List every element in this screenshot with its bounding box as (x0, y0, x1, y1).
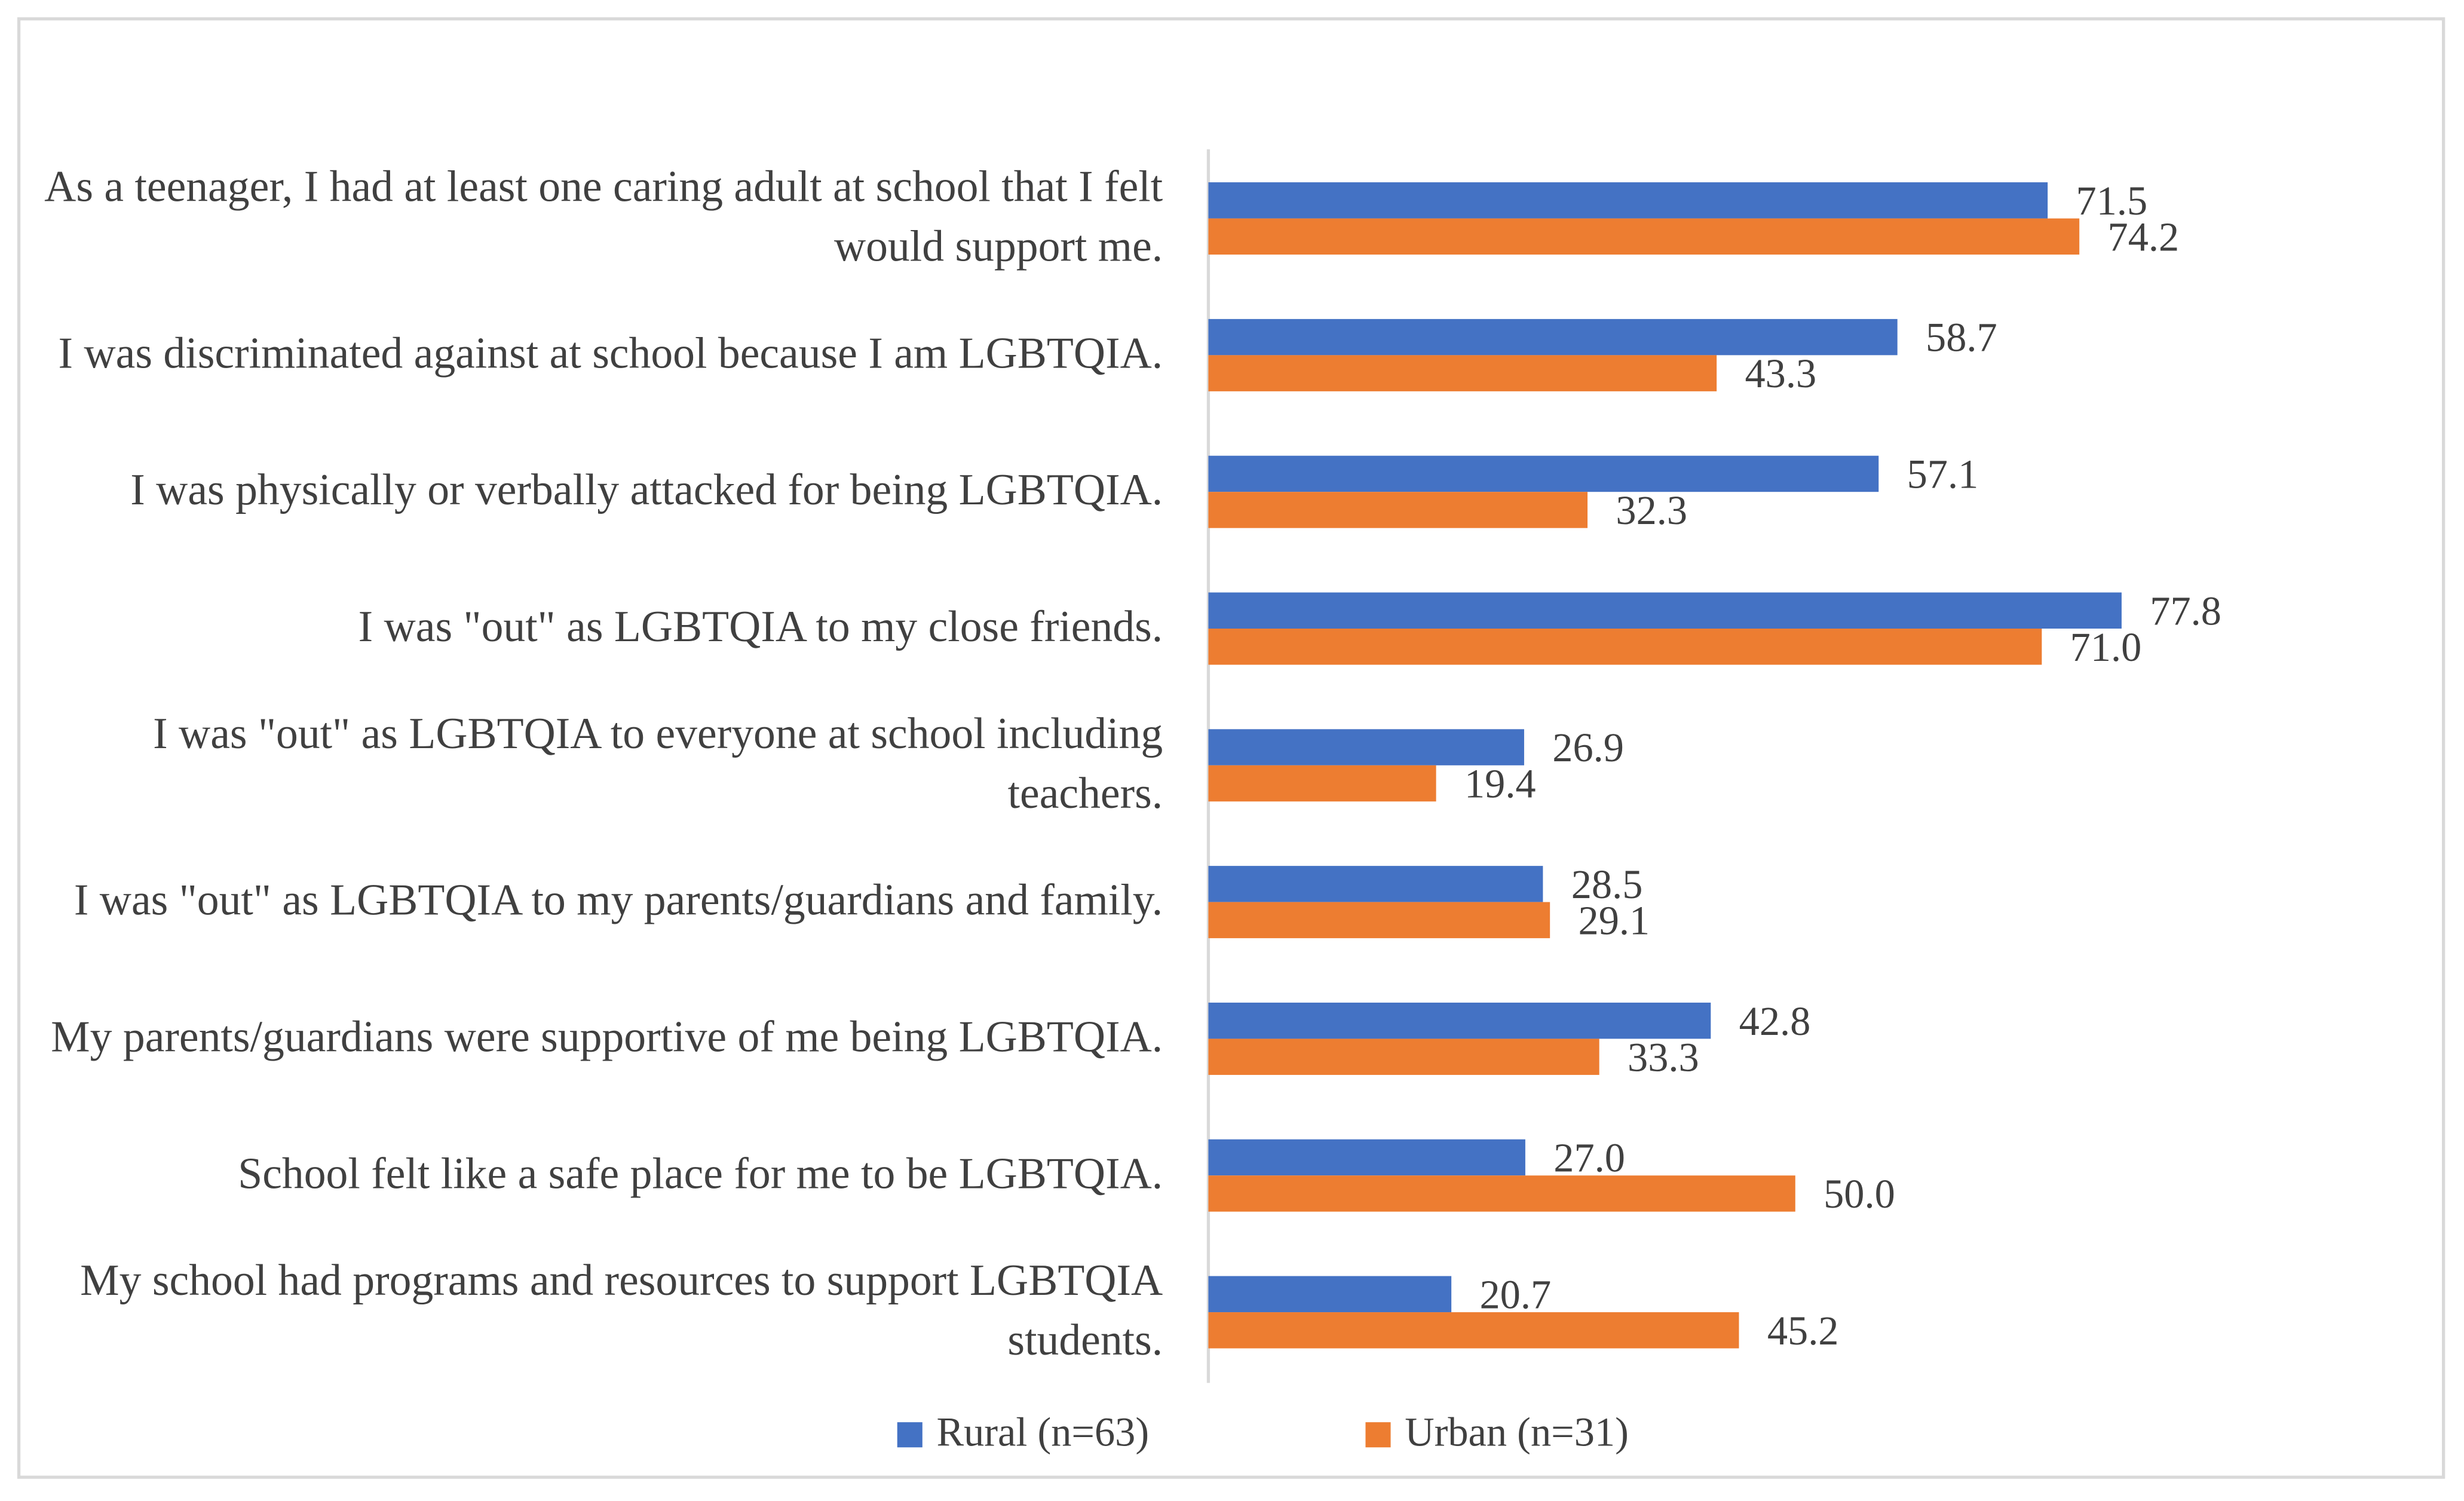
bar (1208, 592, 2122, 629)
bar (1208, 1002, 1711, 1039)
bar (1208, 765, 1436, 802)
category-label: I was physically or verbally attacked fo… (130, 467, 1163, 516)
legend-swatch (1365, 1422, 1391, 1448)
bar (1208, 355, 1717, 391)
data-label: 57.1 (1907, 452, 1979, 497)
bar (1208, 629, 2042, 665)
data-label: 33.3 (1628, 1034, 1699, 1080)
bar (1208, 1312, 1739, 1349)
category-label: I was discriminated against at school be… (58, 330, 1163, 379)
bar (1208, 492, 1588, 528)
bar (1208, 902, 1550, 939)
bar (1208, 318, 1898, 356)
bar (1208, 866, 1543, 902)
category-label: School felt like a safe place for me to … (238, 1150, 1163, 1199)
bar (1208, 729, 1524, 765)
category-label: I was "out" as LGBTQIA to my close frien… (358, 603, 1163, 653)
bar (1208, 1039, 1599, 1075)
category-label: I was "out" as LGBTQIA to everyone at sc… (153, 710, 1163, 819)
data-label: 32.3 (1616, 488, 1687, 533)
data-label: 27.0 (1553, 1135, 1625, 1181)
category-label: I was "out" as LGBTQIA to my parents/gua… (73, 877, 1163, 926)
bar (1208, 455, 1879, 492)
category-label: As a teenager, I had at least one caring… (44, 163, 1163, 272)
data-label: 58.7 (1926, 315, 1997, 360)
data-label: 71.0 (2070, 624, 2142, 670)
category-label: My parents/guardians were supportive of … (51, 1013, 1163, 1062)
bar (1208, 1139, 1525, 1176)
bar (1208, 182, 2048, 219)
bar (1208, 1175, 1795, 1212)
data-label: 45.2 (1767, 1308, 1839, 1353)
data-label: 43.3 (1745, 351, 1816, 396)
data-label: 29.1 (1579, 897, 1650, 943)
data-label: 26.9 (1552, 725, 1624, 770)
data-label: 77.8 (2150, 588, 2221, 633)
data-label: 42.8 (1739, 998, 1811, 1044)
legend-label: Urban (n=31) (1405, 1410, 1629, 1455)
data-label: 20.7 (1479, 1272, 1551, 1317)
bar (1208, 218, 2080, 255)
data-label: 74.2 (2108, 214, 2180, 259)
data-label: 28.5 (1571, 862, 1643, 907)
data-label: 71.5 (2076, 178, 2148, 223)
data-label: 50.0 (1824, 1171, 1895, 1217)
data-label: 19.4 (1464, 761, 1536, 807)
category-label: My school had programs and resources to … (80, 1257, 1163, 1366)
bar (1208, 1276, 1452, 1313)
legend-label: Rural (n=63) (936, 1410, 1149, 1455)
legend-swatch (897, 1422, 923, 1448)
